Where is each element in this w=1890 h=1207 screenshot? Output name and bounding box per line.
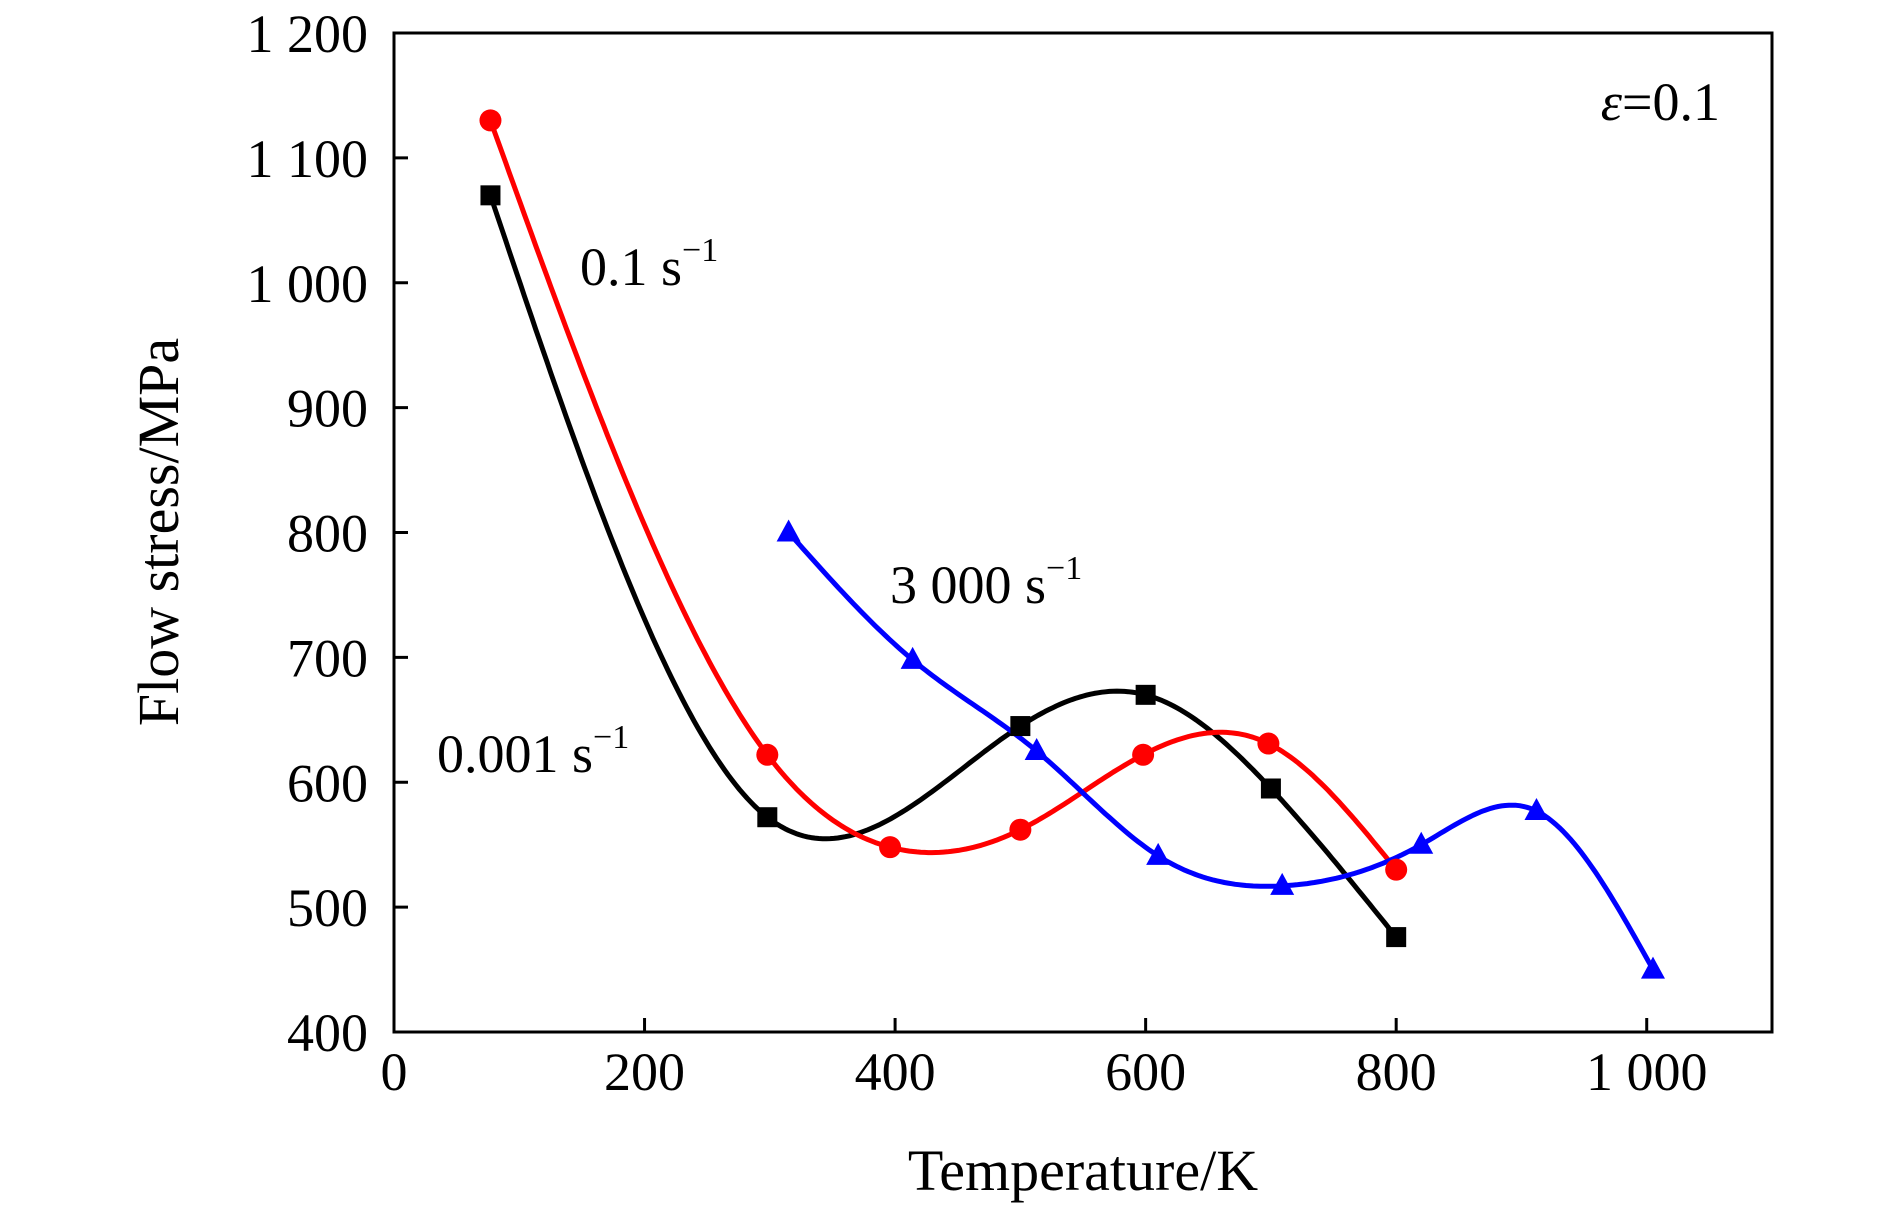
y-tick-label: 700 <box>287 628 368 688</box>
x-tick-label: 600 <box>1105 1042 1186 1102</box>
x-tick-label: 200 <box>604 1042 685 1102</box>
strain-value: =0.1 <box>1622 72 1720 132</box>
data-point-s1-5 <box>1257 732 1280 755</box>
y-tick-label: 1 000 <box>247 254 369 314</box>
data-point-s2-0 <box>776 519 801 542</box>
y-tick-label: 400 <box>287 1003 368 1063</box>
series-label-3000-main: 3 000 s <box>890 555 1046 615</box>
plot-frame <box>392 31 1774 1034</box>
y-tick-label: 1 100 <box>247 129 369 189</box>
series-label-01-sup: −1 <box>682 232 718 269</box>
data-point-s0-1 <box>757 807 778 828</box>
data-point-s1-2 <box>879 836 902 859</box>
series-label-3000: 3 000 s−1 <box>890 550 1082 615</box>
series-line-2 <box>786 530 1656 971</box>
data-point-s1-4 <box>1132 743 1155 766</box>
y-tick-label: 500 <box>287 878 368 938</box>
x-tick-label: 800 <box>1356 1042 1437 1102</box>
series-line-1 <box>488 119 1399 872</box>
series-curves <box>488 119 1656 971</box>
x-tick-label: 400 <box>855 1042 936 1102</box>
data-point-s0-2 <box>1010 716 1031 737</box>
x-axis: 0 200 400 600 800 1 000 <box>381 1018 1708 1102</box>
strain-label: ε=0.1 <box>1601 72 1720 132</box>
data-point-s2-2 <box>1024 738 1049 761</box>
y-tick-label: 800 <box>287 504 368 564</box>
data-point-s2-4 <box>1270 872 1295 895</box>
series-label-0001-sup: −1 <box>593 719 629 756</box>
series-label-01-main: 0.1 s <box>580 237 682 297</box>
data-point-s0-0 <box>480 185 501 206</box>
data-point-s2-1 <box>900 646 925 669</box>
data-point-s1-1 <box>756 743 779 766</box>
x-tick-label: 1 000 <box>1586 1042 1708 1102</box>
data-point-s2-7 <box>1640 956 1665 979</box>
data-point-s0-4 <box>1260 778 1281 799</box>
data-point-s2-5 <box>1409 831 1434 854</box>
y-tick-label: 600 <box>287 753 368 813</box>
x-tick-label: 0 <box>381 1042 408 1102</box>
series-line-0 <box>488 194 1399 939</box>
strain-symbol: ε <box>1601 72 1623 132</box>
y-tick-label: 900 <box>287 379 368 439</box>
y-tick-label: 1 200 <box>247 4 369 64</box>
series-label-3000-sup: −1 <box>1046 550 1082 587</box>
series-label-0001-main: 0.001 s <box>437 724 593 784</box>
data-point-s0-5 <box>1386 927 1407 948</box>
series-markers <box>479 109 1665 979</box>
y-axis-title: Flow stress/MPa <box>126 338 191 726</box>
y-axis: 400 500 600 700 800 900 1 000 1 100 1 200 <box>247 4 408 1063</box>
data-point-s1-6 <box>1385 858 1408 881</box>
series-label-0001: 0.001 s−1 <box>437 719 629 784</box>
x-axis-title: Temperature/K <box>908 1138 1258 1203</box>
series-label-01: 0.1 s−1 <box>580 232 718 297</box>
data-point-s2-3 <box>1146 842 1171 865</box>
data-point-s1-0 <box>479 109 502 132</box>
data-point-s2-6 <box>1524 797 1549 820</box>
data-point-s1-3 <box>1009 818 1032 841</box>
data-point-s0-3 <box>1135 684 1156 705</box>
